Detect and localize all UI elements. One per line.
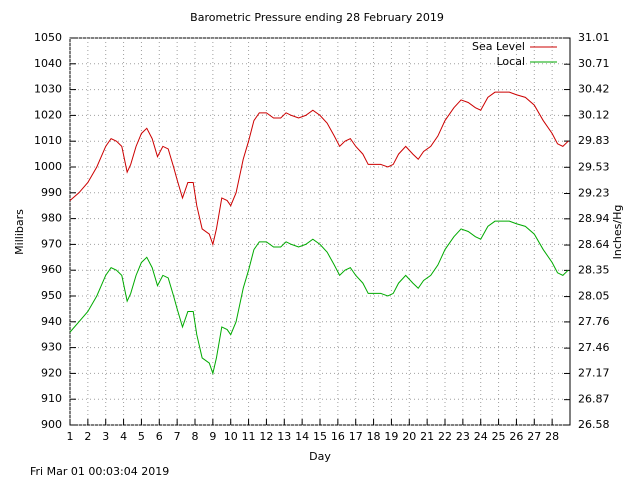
- y-tick-label: 1050: [34, 31, 62, 44]
- y2-tick-label: 30.71: [578, 57, 610, 70]
- x-tick-label: 1: [67, 430, 74, 443]
- x-tick-label: 15: [313, 430, 327, 443]
- y-tick-label: 1040: [34, 57, 62, 70]
- y-tick-label: 970: [41, 237, 62, 250]
- y2-tick-label: 30.12: [578, 109, 610, 122]
- y2-tick-label: 29.83: [578, 134, 610, 147]
- line-series: [69, 91, 569, 247]
- y2-tick-label: 26.58: [578, 418, 610, 431]
- y2-axis-label: Inches/Hg: [611, 205, 624, 260]
- x-tick-label: 28: [545, 430, 559, 443]
- y-tick-label: 950: [41, 289, 62, 302]
- x-tick-label: 27: [527, 430, 541, 443]
- y-tick-label: 1010: [34, 134, 62, 147]
- y-tick-label: 910: [41, 392, 62, 405]
- y-tick-label: 940: [41, 315, 62, 328]
- y-tick-label: 1020: [34, 108, 62, 121]
- legend-label: Sea Level: [472, 40, 525, 53]
- x-tick-label: 9: [209, 430, 216, 443]
- x-tick-label: 19: [384, 430, 398, 443]
- y2-tick-label: 27.17: [578, 366, 610, 379]
- y-tick-label: 1030: [34, 83, 62, 96]
- y-tick-label: 990: [41, 186, 62, 199]
- x-tick-label: 12: [259, 430, 273, 443]
- x-tick-label: 11: [242, 430, 256, 443]
- y2-tick-label: 29.53: [578, 160, 610, 173]
- y2-tick-label: 28.35: [578, 263, 610, 276]
- y2-tick-label: 28.05: [578, 290, 610, 303]
- timestamp: Fri Mar 01 00:03:04 2019: [30, 465, 169, 478]
- x-tick-label: 20: [402, 430, 416, 443]
- x-tick-label: 10: [224, 430, 238, 443]
- x-tick-label: 18: [367, 430, 381, 443]
- x-tick-label: 26: [509, 430, 523, 443]
- x-tick-label: 3: [102, 430, 109, 443]
- x-tick-label: 25: [492, 430, 506, 443]
- y2-tick-label: 28.64: [578, 238, 610, 251]
- y2-tick-label: 29.23: [578, 186, 610, 199]
- x-tick-label: 8: [192, 430, 199, 443]
- x-tick-label: 2: [84, 430, 91, 443]
- x-tick-label: 21: [420, 430, 434, 443]
- y2-tick-label: 31.01: [578, 31, 610, 44]
- x-tick-label: 13: [277, 430, 291, 443]
- chart-title: Barometric Pressure ending 28 February 2…: [190, 11, 444, 24]
- y2-tick-label: 30.42: [578, 83, 610, 96]
- x-tick-label: 17: [349, 430, 363, 443]
- y2-tick-label: 27.76: [578, 315, 610, 328]
- y2-tick-label: 28.94: [578, 212, 610, 225]
- y-tick-label: 900: [41, 418, 62, 431]
- y-tick-label: 920: [41, 366, 62, 379]
- line-series: [69, 220, 569, 376]
- y-tick-label: 1000: [34, 160, 62, 173]
- y-tick-label: 980: [41, 212, 62, 225]
- x-tick-label: 5: [138, 430, 145, 443]
- y-tick-label: 930: [41, 341, 62, 354]
- x-tick-label: 22: [438, 430, 452, 443]
- legend-label: Local: [496, 55, 525, 68]
- x-tick-label: 23: [456, 430, 470, 443]
- y2-tick-label: 27.46: [578, 341, 610, 354]
- y-tick-label: 960: [41, 263, 62, 276]
- x-tick-label: 6: [156, 430, 163, 443]
- x-tick-label: 7: [174, 430, 181, 443]
- y-axis-label: Millibars: [13, 209, 26, 255]
- x-axis-label: Day: [309, 450, 331, 463]
- x-tick-label: 4: [120, 430, 127, 443]
- y2-tick-label: 26.87: [578, 393, 610, 406]
- x-tick-label: 14: [295, 430, 309, 443]
- x-tick-label: 24: [474, 430, 488, 443]
- x-tick-label: 16: [331, 430, 345, 443]
